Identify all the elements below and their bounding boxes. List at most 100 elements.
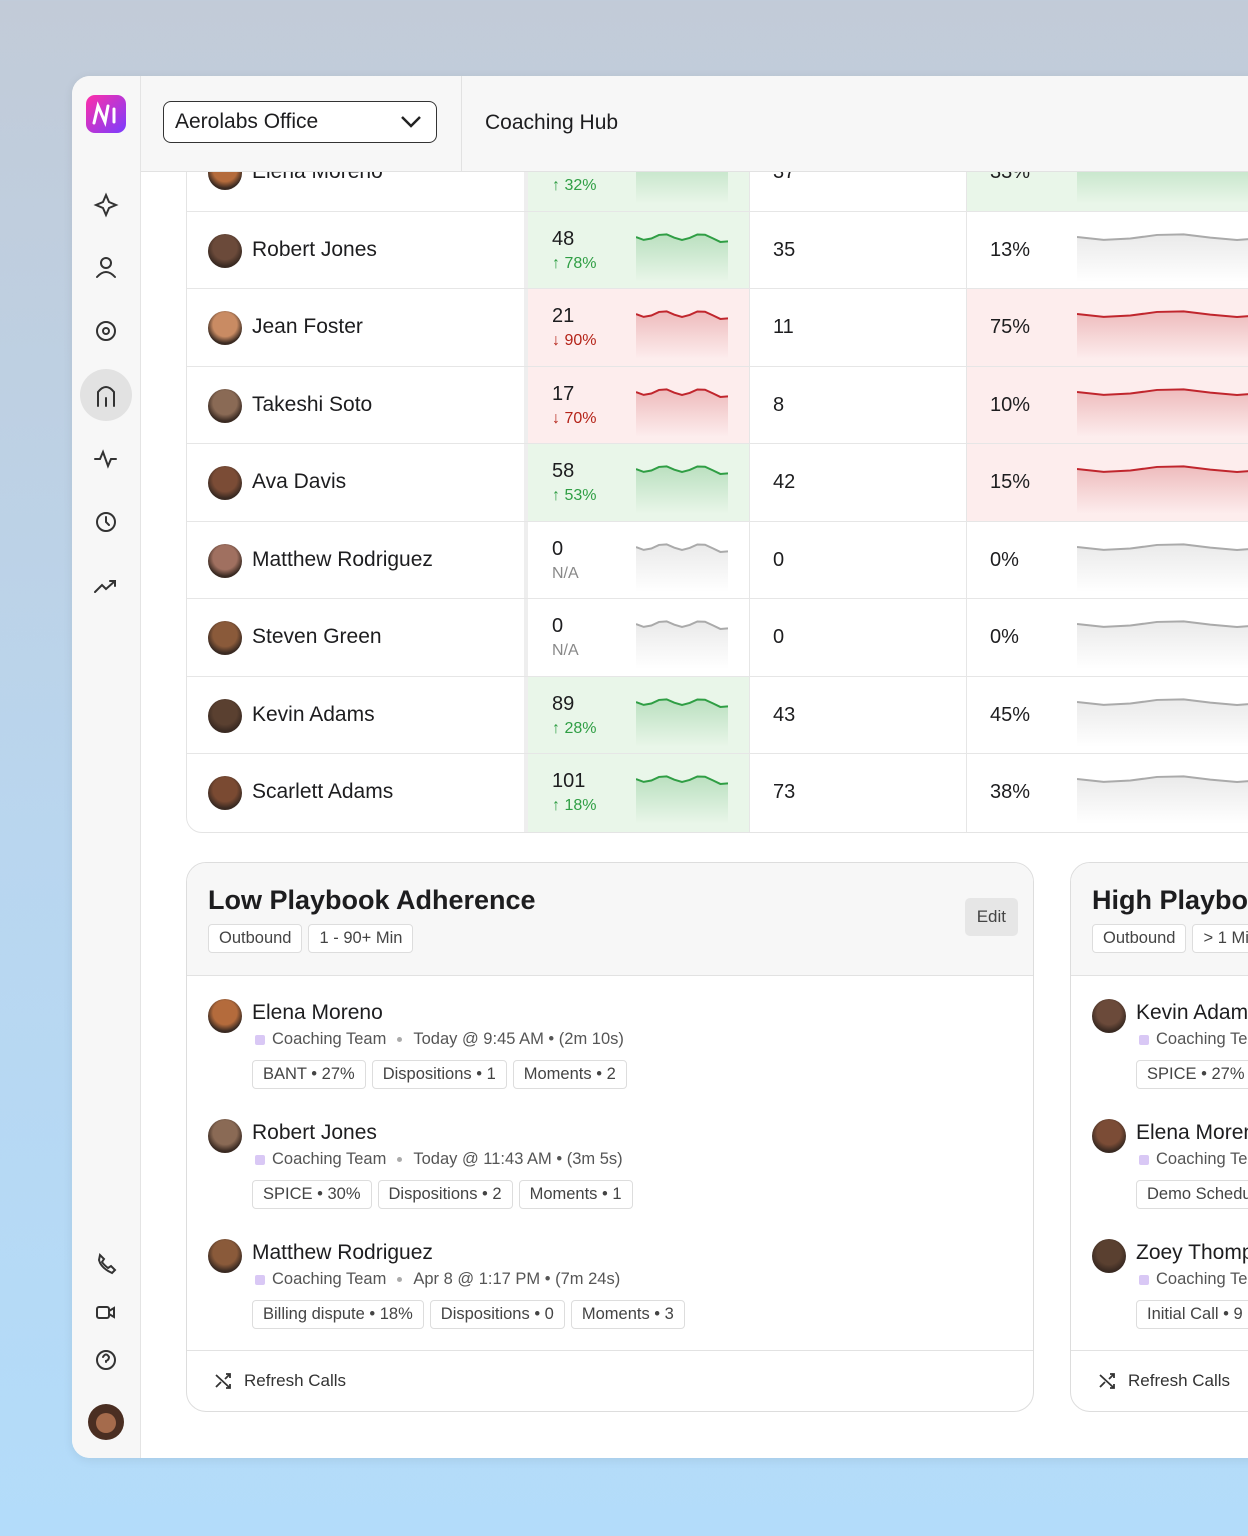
rate-value: 10% (990, 393, 1031, 416)
name-cell: Matthew Rodriguez (187, 522, 524, 599)
call-item[interactable]: Matthew Rodriguez Coaching Team Apr 8 @ 1:… (187, 1228, 1033, 1348)
call-tag: Moments • 1 (518, 1180, 633, 1209)
ai-icon[interactable] (93, 192, 119, 218)
filter-tag[interactable]: Outbound (208, 924, 303, 953)
video-icon[interactable] (96, 1306, 110, 1319)
table-row[interactable]: Elena Moreno 69 ↑ 32% 37 33% (187, 172, 1248, 212)
call-meta: Coaching Team Today @ 11:43 AM • (3m 5s) (255, 1150, 623, 1169)
sidebar-icons (80, 95, 132, 1440)
workspace-select[interactable]: Aerolabs Office (163, 101, 437, 143)
table-row[interactable]: Jean Foster 21 ↓ 90% 11 75% (187, 289, 1248, 367)
avatar (208, 1119, 242, 1153)
settings-icon[interactable] (96, 321, 116, 341)
calls-cell: 69 ↑ 32% (524, 172, 749, 211)
avatar (208, 466, 242, 500)
rate-cell: 33% (966, 172, 1248, 211)
table-row[interactable]: Steven Green 0 N/A 0 0% (187, 599, 1248, 677)
agent-name: Steven Green (252, 625, 382, 648)
calls-change: ↑ 28% (552, 720, 596, 738)
calls-change: ↑ 53% (552, 487, 596, 505)
connected-value: 8 (773, 393, 785, 416)
calls-change: N/A (552, 565, 579, 583)
calls-value: 48 (552, 227, 575, 250)
call-tags: Billing dispute • 18% Dispositions • 0 Mom… (252, 1300, 685, 1329)
agent-name: Elena Moreno (252, 172, 383, 184)
rate-cell: 38% (966, 754, 1248, 832)
rate-value: 45% (990, 703, 1031, 726)
filter-tag[interactable]: > 1 Min (1192, 924, 1248, 953)
connected-cell: 8 (749, 366, 967, 443)
avatar (208, 776, 242, 810)
sparkline (636, 697, 728, 747)
call-tags: BANT • 27% Dispositions • 1 Moments • 2 (252, 1060, 627, 1089)
arrow-icon: ↑ (552, 797, 565, 814)
calls-change: ↑ 32% (552, 177, 596, 195)
connected-value: 43 (773, 703, 796, 726)
arrow-icon: ↑ (552, 719, 565, 737)
trends-icon[interactable] (94, 580, 116, 593)
rate-value: 15% (990, 471, 1031, 493)
agent-name: Takeshi Soto (252, 392, 373, 416)
table-row[interactable]: Robert Jones 48 ↑ 78% 35 13% (187, 211, 1248, 289)
calls-value: 58 (552, 460, 575, 482)
history-icon[interactable] (96, 512, 116, 532)
team-name: Coaching Team (1156, 1030, 1248, 1048)
change-value: 70% (564, 409, 597, 427)
call-item[interactable]: Robert Jones Coaching Team Today @ 11:43 A… (187, 1108, 1033, 1228)
calls-cell: 0 N/A (524, 599, 749, 676)
filter-tag[interactable]: 1 - 90+ Min (308, 924, 414, 953)
avatar (1092, 999, 1126, 1033)
rate-value: 38% (990, 781, 1031, 803)
table-row[interactable]: Takeshi Soto 17 ↓ 70% 8 10% (187, 366, 1248, 444)
connected-value: 0 (773, 626, 785, 648)
shuffle-icon (215, 1373, 231, 1389)
user-icon[interactable] (100, 257, 112, 269)
calls-value: 89 (552, 692, 575, 715)
calls-value: 17 (552, 382, 575, 405)
divider (461, 76, 462, 171)
card-title: Low Playbook Adherence (208, 885, 536, 915)
sparkline (1077, 172, 1248, 204)
name-cell: Ava Davis (187, 444, 524, 521)
connected-value: 42 (773, 471, 796, 493)
phone-icon[interactable] (97, 1252, 117, 1275)
table-row[interactable]: Scarlett Adams 101 ↑ 18% 73 38% (187, 754, 1248, 832)
team-swatch (1139, 1274, 1149, 1285)
calls-value: 0 (552, 615, 564, 637)
activity-icon[interactable] (94, 449, 117, 469)
rate-value: 0% (990, 548, 1019, 571)
help-icon[interactable] (96, 1350, 116, 1370)
table-row[interactable]: Ava Davis 58 ↑ 53% 42 15% (187, 444, 1248, 522)
arrow-icon: ↓ (552, 409, 565, 427)
call-meta: Coaching Team Apr 8 @ 1:17 PM • (7m 24s) (255, 1270, 620, 1289)
calls-cell: 89 ↑ 28% (524, 676, 749, 753)
table-row[interactable]: Matthew Rodriguez 0 N/A 0 0% (187, 521, 1248, 599)
filter-tag[interactable]: Outbound (1092, 924, 1187, 953)
change-value: 18% (564, 797, 597, 814)
table-row[interactable]: Kevin Adams 89 ↑ 28% 43 45% (187, 676, 1248, 754)
agent-name: Ava Davis (252, 470, 347, 493)
sparkline (636, 387, 728, 437)
sparkline (1077, 232, 1248, 282)
call-time: Apr 8 @ 1:17 PM • (7m 24s) (413, 1270, 621, 1288)
card-footer[interactable]: Refresh Calls (187, 1350, 1033, 1411)
workspace-name: Aerolabs Office (175, 110, 319, 133)
rate-cell: 45% (966, 676, 1248, 753)
card-footer[interactable]: Refresh Calls (1071, 1350, 1248, 1411)
team-name: Coaching Team (1156, 1150, 1248, 1168)
refresh-button[interactable]: Refresh Calls (244, 1371, 347, 1390)
team-name: Coaching Team (272, 1030, 387, 1048)
change-value: N/A (552, 642, 579, 659)
rate-value: 33% (990, 172, 1031, 183)
caller-name: Elena Moreno (1136, 1121, 1248, 1144)
coaching-icon[interactable] (80, 369, 132, 421)
edit-button[interactable]: Edit (964, 898, 1018, 936)
refresh-button[interactable]: Refresh Calls (1128, 1371, 1231, 1390)
calls-change: N/A (552, 642, 579, 660)
name-cell: Scarlett Adams (187, 754, 524, 832)
